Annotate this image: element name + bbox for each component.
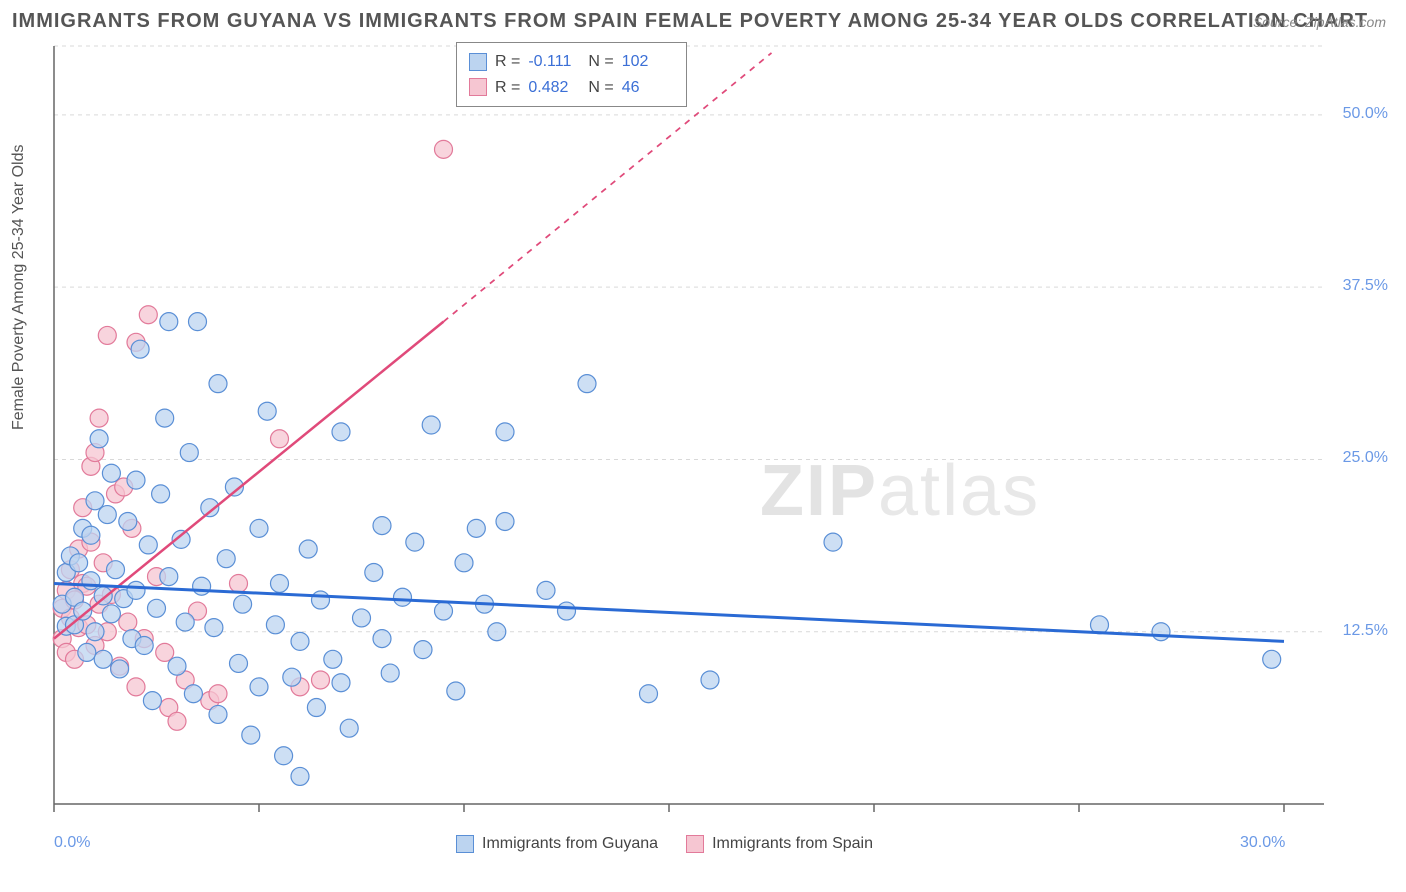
x-tick-label: 0.0% [54,834,90,852]
legend-label-spain: Immigrants from Spain [712,835,873,853]
y-tick-label: 37.5% [1328,277,1388,295]
y-tick-label: 50.0% [1328,105,1388,123]
source-label: Source: [1253,14,1305,30]
chart-title: IMMIGRANTS FROM GUYANA VS IMMIGRANTS FRO… [12,10,1368,33]
chart-canvas: IMMIGRANTS FROM GUYANA VS IMMIGRANTS FRO… [0,0,1406,892]
stat-r-value-1: 0.482 [528,75,580,101]
source-attribution: Source: ZipAtlas.com [1253,14,1386,30]
y-tick-label: 25.0% [1328,449,1388,467]
stat-r-label-1: R = [495,75,520,101]
x-tick-label: 30.0% [1240,834,1285,852]
legend-label-guyana: Immigrants from Guyana [482,835,658,853]
legend-swatch-guyana [456,835,474,853]
source-name: ZipAtlas.com [1305,14,1386,30]
y-tick-label: 12.5% [1328,622,1388,640]
stat-n-value-1: 46 [622,75,674,101]
plot-area [48,42,1330,818]
stat-row-guyana: R = -0.111 N = 102 [469,49,674,75]
legend-swatch-spain [686,835,704,853]
bottom-legend: Immigrants from Guyana Immigrants from S… [456,830,1056,858]
stat-swatch-spain [469,78,487,96]
stat-swatch-guyana [469,53,487,71]
stat-r-label-0: R = [495,49,520,75]
correlation-stat-box: R = -0.111 N = 102 R = 0.482 N = 46 [456,42,687,107]
legend-item-spain: Immigrants from Spain [686,835,873,853]
stat-row-spain: R = 0.482 N = 46 [469,75,674,101]
stat-r-value-0: -0.111 [528,49,580,75]
stat-n-value-0: 102 [622,49,674,75]
stat-n-label-1: N = [588,75,613,101]
scatter-plot-svg [48,42,1330,818]
legend-item-guyana: Immigrants from Guyana [456,835,658,853]
y-axis-label: Female Poverty Among 25-34 Year Olds [10,145,28,431]
stat-n-label-0: N = [588,49,613,75]
